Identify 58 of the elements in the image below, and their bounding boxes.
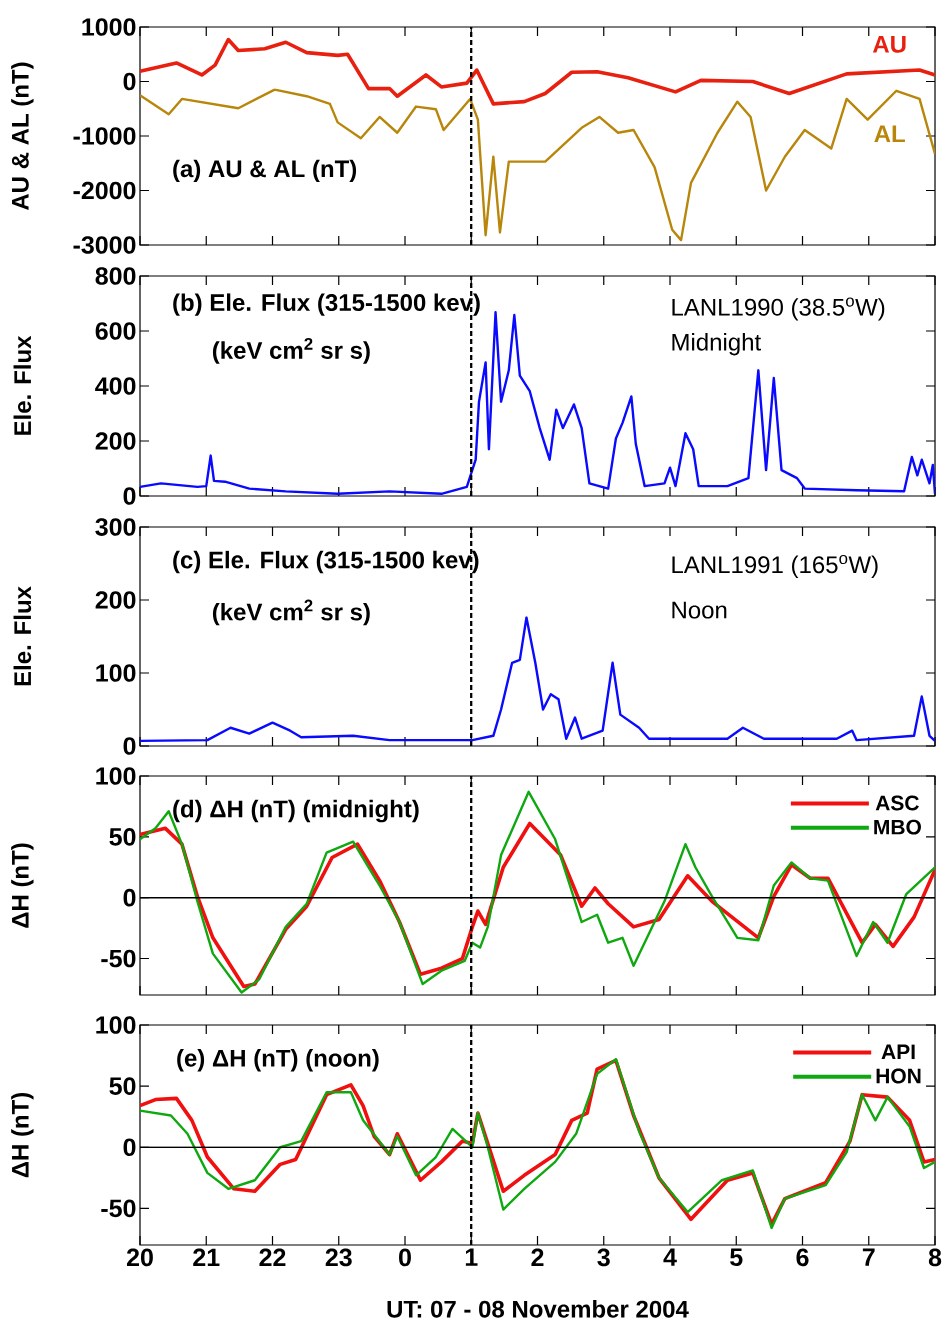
y-tick-label: 100 (96, 1016, 136, 1034)
x-tick-label: 1 (465, 1248, 478, 1266)
x-axis-title: UT: 07 - 08 November 2004 (387, 1300, 689, 1318)
x-tick-label: 21 (193, 1248, 220, 1266)
x-tick-label: 7 (862, 1248, 875, 1266)
y-tick-label: 800 (95, 267, 136, 285)
y-tick-label: 400 (94, 377, 136, 395)
annotation: (keV cm$^{2}$ sr s) (212, 599, 370, 626)
x-tick-label: 6 (796, 1248, 809, 1267)
annotation: (b) Ele. Flux (315-1500 kev) (173, 293, 480, 316)
x-tick-label: 20 (126, 1248, 153, 1267)
y-tick-label: 50 (109, 1077, 136, 1095)
y-tick-label: 100 (96, 767, 136, 785)
annotation: Midnight (672, 333, 761, 356)
y-axis-title: ΔH (nT) (11, 843, 34, 928)
legend-label: HON (876, 1068, 921, 1084)
annotation: (e) ΔH (nT) (noon) (177, 1049, 379, 1072)
series-label: AL (874, 125, 905, 143)
annotation: LANL1991 (165$^{o}$W) (672, 554, 878, 578)
legend-label: ASC (875, 795, 919, 811)
annotation: (d) ΔH (nT) (midnight) (173, 799, 419, 823)
x-tick-label: 5 (729, 1248, 743, 1266)
x-tick-label: 2 (531, 1248, 544, 1266)
y-tick-label: 0 (123, 72, 136, 91)
y-tick-label: 50 (109, 827, 136, 846)
y-tick-label: 0 (123, 737, 136, 755)
y-tick-label: 600 (95, 322, 136, 340)
legend-label: MBO (874, 819, 921, 835)
legend-label: API (881, 1044, 915, 1060)
series-label: AU (872, 36, 906, 53)
y-tick-label: 200 (95, 591, 136, 609)
y-tick-label: 1000 (82, 18, 136, 36)
y-tick-label: 0 (123, 1138, 136, 1157)
annotation: Noon (672, 601, 727, 619)
y-axis-title: ΔH (nT) (11, 1092, 34, 1178)
y-tick-label: 300 (95, 518, 136, 536)
annotation: (keV cm$^{2}$ sr s) (212, 337, 370, 364)
y-axis-title: Ele. Flux (13, 586, 32, 686)
y-tick-label: -3000 (73, 236, 136, 254)
y-tick-label: -50 (101, 1199, 136, 1218)
y-tick-label: -2000 (73, 181, 136, 200)
x-tick-label: 0 (398, 1248, 411, 1267)
x-tick-label: 3 (597, 1248, 610, 1267)
y-axis-title: AU & AL (nT) (11, 62, 34, 211)
x-tick-label: 23 (325, 1248, 352, 1267)
y-tick-label: -50 (101, 949, 136, 968)
y-tick-label: 0 (123, 487, 136, 505)
x-tick-label: 22 (259, 1248, 286, 1266)
annotation: LANL1990 (38.5$^{o}$W) (672, 297, 885, 321)
y-tick-label: -1000 (73, 127, 136, 145)
y-tick-label: 100 (96, 664, 136, 682)
annotation: (a) AU & AL (nT) (173, 159, 356, 183)
annotation: (c) Ele. Flux (315-1500 kev) (173, 550, 479, 574)
x-tick-label: 4 (663, 1248, 677, 1266)
y-axis-title: Ele. Flux (13, 335, 32, 435)
x-tick-label: 8 (928, 1248, 942, 1267)
y-tick-label: 200 (95, 432, 136, 450)
y-tick-label: 0 (123, 888, 136, 907)
